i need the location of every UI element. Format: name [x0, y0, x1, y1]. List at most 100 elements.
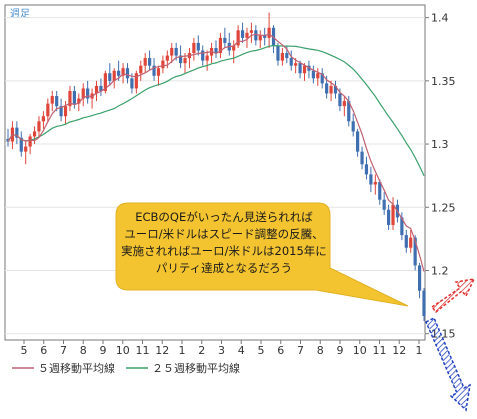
candle	[280, 47, 284, 66]
legend-ma25-label: ２５週移動平均線	[152, 361, 240, 375]
candle-body	[183, 58, 187, 64]
callout-line: パリティ達成となるだろう	[155, 261, 293, 275]
candle-body	[59, 106, 63, 117]
candle	[267, 12, 271, 48]
candle	[386, 204, 391, 231]
candle-body	[218, 37, 223, 54]
x-tick-label: 11	[373, 344, 387, 357]
candle	[298, 60, 302, 79]
candle	[417, 262, 422, 299]
y-tick-label: 1.4	[431, 12, 449, 25]
ma25-line	[7, 44, 425, 177]
x-tick-label: 5	[21, 344, 28, 357]
candle	[19, 131, 23, 157]
candle	[28, 133, 32, 155]
candle	[108, 63, 112, 86]
x-tick-label: 10	[353, 344, 367, 357]
callout-bubble	[115, 202, 409, 307]
candle	[258, 30, 262, 48]
candle	[400, 212, 404, 241]
candle-body	[81, 88, 85, 99]
x-tick-label: 8	[80, 344, 87, 357]
candle	[81, 83, 85, 107]
x-tick-label: 12	[155, 344, 169, 357]
candle-body	[391, 204, 395, 225]
candle	[139, 60, 143, 81]
candle-body	[347, 101, 351, 122]
candle	[342, 96, 346, 117]
candle	[263, 27, 267, 46]
candle-body	[165, 55, 169, 61]
candle-body	[152, 65, 156, 76]
x-tick-label: 9	[100, 344, 107, 357]
candle	[271, 25, 276, 54]
candle-body	[148, 58, 152, 66]
candle	[99, 78, 103, 97]
candle	[63, 101, 68, 124]
candle	[103, 70, 107, 94]
x-tick-label: 11	[136, 344, 150, 357]
candle-body	[249, 30, 254, 33]
candle	[351, 113, 355, 137]
candle	[6, 128, 10, 147]
candle	[316, 68, 320, 86]
candle-body	[400, 217, 404, 236]
candle-body	[41, 116, 46, 122]
candle-body	[254, 30, 258, 41]
y-tick-label: 1.35	[431, 75, 456, 88]
candle-body	[413, 237, 417, 266]
callout-line: ECBのQEがいったん見送られれば	[135, 210, 313, 224]
candle	[364, 156, 369, 180]
candle	[134, 70, 138, 94]
candle	[289, 50, 293, 71]
y-tick-label: 1.2	[431, 264, 449, 277]
x-tick-label: 7	[60, 344, 67, 357]
candle	[148, 50, 152, 71]
candle-body	[382, 199, 386, 210]
candle-body	[214, 47, 218, 54]
candle-body	[386, 209, 391, 225]
candle	[373, 174, 377, 195]
candle-body	[72, 90, 76, 104]
candle	[59, 98, 63, 122]
candle	[422, 288, 426, 322]
candle-body	[356, 131, 360, 152]
candle-body	[280, 53, 284, 61]
candle	[333, 80, 338, 99]
candle-body	[369, 174, 373, 185]
candle-body	[196, 42, 200, 51]
candle	[152, 58, 156, 81]
candle-body	[205, 55, 209, 61]
candle-body	[325, 83, 329, 94]
candle-body	[298, 63, 302, 74]
candle-body	[125, 68, 130, 79]
candle	[382, 192, 386, 215]
candle	[311, 65, 315, 84]
candle-body	[50, 96, 54, 104]
candle-body	[302, 65, 307, 74]
candle	[15, 121, 19, 145]
candle	[302, 63, 307, 81]
candle	[254, 25, 258, 46]
candle	[50, 90, 54, 112]
candle	[112, 68, 116, 89]
candle-body	[121, 68, 125, 76]
candle-body	[108, 73, 112, 81]
candle-body	[271, 27, 276, 46]
callout-line: 実施されればユーロ/米ドルは2015年に	[121, 244, 327, 258]
candle-body	[240, 30, 245, 38]
candle-body	[139, 65, 143, 74]
x-tick-label: 1	[179, 344, 186, 357]
x-tick-label: 10	[116, 344, 130, 357]
candle-body	[117, 70, 121, 76]
candle	[391, 197, 395, 231]
candle-body	[63, 106, 68, 117]
candle-body	[232, 45, 236, 51]
candle-body	[37, 121, 41, 132]
candle-body	[55, 96, 59, 107]
candle	[161, 55, 165, 74]
candle-body	[68, 90, 72, 107]
candle-body	[103, 73, 107, 91]
candle-body	[320, 73, 324, 84]
candle	[240, 22, 245, 43]
